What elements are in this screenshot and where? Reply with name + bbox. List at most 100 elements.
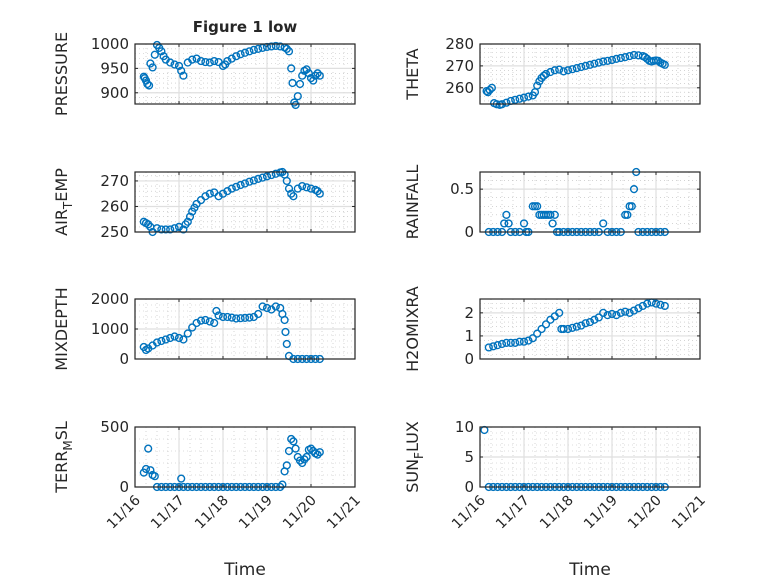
subplot-pressure: 900 950 1000 PRESSURE Figure 1 low xyxy=(52,18,356,116)
y-label-part: MIXDEPTH xyxy=(52,287,71,370)
data-point xyxy=(502,338,511,347)
data-point xyxy=(174,61,184,71)
data-point xyxy=(546,67,555,77)
data-point xyxy=(487,83,496,92)
data-point xyxy=(201,315,210,325)
data-point xyxy=(201,57,210,67)
x-tick-label: 11/17 xyxy=(493,493,533,533)
data-point xyxy=(493,341,502,350)
data-point xyxy=(205,189,214,198)
data-point xyxy=(192,54,201,63)
data-point xyxy=(524,336,533,345)
axes-background xyxy=(480,44,700,104)
data-point xyxy=(282,176,291,186)
x-tick-label: 11/20 xyxy=(625,493,665,533)
data-point xyxy=(183,329,192,338)
data-point xyxy=(306,444,316,453)
data-point xyxy=(289,192,298,201)
data-point xyxy=(210,318,219,328)
data-point xyxy=(638,301,647,311)
data-point xyxy=(236,180,245,190)
y-label-part: AIR xyxy=(52,209,71,236)
y-label-subscript: M xyxy=(61,440,75,450)
y-tick-label: 0 xyxy=(119,478,129,496)
subplot-sun-flux: 11/16 11/17 11/18 11/19 11/20 11/21 0 5 10 SUNFLU… xyxy=(403,418,709,580)
data-point xyxy=(166,225,175,234)
y-label-part: EMP xyxy=(52,168,71,202)
data-point xyxy=(188,323,197,332)
data-point xyxy=(291,100,300,110)
y-tick-label: 280 xyxy=(445,35,474,53)
data-point xyxy=(236,314,245,323)
data-point xyxy=(629,185,639,194)
data-point xyxy=(157,225,166,234)
data-point xyxy=(506,338,515,347)
data-point xyxy=(161,225,170,234)
data-point xyxy=(214,192,223,201)
data-point xyxy=(497,339,507,349)
y-label-part: LUX xyxy=(403,421,422,452)
data-point xyxy=(594,313,603,322)
y-tick-label: 5 xyxy=(464,448,474,466)
y-tick-label: 270 xyxy=(445,57,474,75)
x-tick-label: 11/21 xyxy=(669,493,709,533)
data-point xyxy=(528,334,537,343)
data-point xyxy=(555,308,564,317)
data-point xyxy=(511,95,520,104)
data-point xyxy=(280,315,289,325)
data-point xyxy=(262,172,272,181)
data-point xyxy=(484,343,493,352)
data-point xyxy=(295,79,305,89)
data-point xyxy=(599,219,608,228)
data-point xyxy=(218,312,228,322)
data-point xyxy=(489,342,498,351)
data-point xyxy=(288,78,297,88)
data-point xyxy=(621,307,630,316)
x-tick-label: 11/19 xyxy=(581,493,621,533)
data-point xyxy=(271,302,280,311)
data-point xyxy=(157,336,166,346)
data-point xyxy=(210,56,219,66)
data-point xyxy=(660,60,669,69)
data-point xyxy=(533,81,542,90)
data-point xyxy=(254,44,263,53)
data-point xyxy=(568,323,577,332)
data-point xyxy=(144,444,153,453)
data-point xyxy=(550,210,559,219)
data-point xyxy=(559,324,568,334)
data-point xyxy=(621,53,630,62)
y-tick-label: 900 xyxy=(100,84,129,102)
data-point xyxy=(524,92,533,101)
data-point xyxy=(148,63,157,72)
x-axis-label: Time xyxy=(223,560,266,580)
data-point xyxy=(212,306,221,316)
x-axis-label: Time xyxy=(568,560,611,580)
data-point xyxy=(546,210,555,219)
data-point xyxy=(282,461,291,470)
data-point xyxy=(214,311,223,320)
data-point xyxy=(311,71,320,80)
subplot-h2omixra: 0 1 2 H2OMIXRA xyxy=(403,286,701,372)
data-point xyxy=(651,299,661,308)
data-point xyxy=(577,62,586,72)
data-point xyxy=(146,466,155,475)
data-point xyxy=(282,339,291,349)
data-point xyxy=(660,301,669,311)
data-point xyxy=(161,335,170,344)
y-label-part: H2OMIXRA xyxy=(403,286,422,372)
axes-box xyxy=(479,43,701,105)
data-point xyxy=(515,94,524,103)
x-tick-label: 11/18 xyxy=(192,493,232,533)
data-point xyxy=(629,306,639,315)
y-axis-label: THETA xyxy=(403,48,422,100)
data-point xyxy=(177,66,186,75)
data-point xyxy=(170,60,179,69)
data-point xyxy=(541,69,551,79)
y-tick-label: 1000 xyxy=(91,35,129,53)
data-point xyxy=(227,54,236,63)
subplot-mixdepth: 0 1000 2000 MIXDEPTH xyxy=(52,287,356,371)
y-label-part: RAINFALL xyxy=(403,165,422,240)
data-point xyxy=(188,55,197,64)
data-point xyxy=(223,312,232,322)
